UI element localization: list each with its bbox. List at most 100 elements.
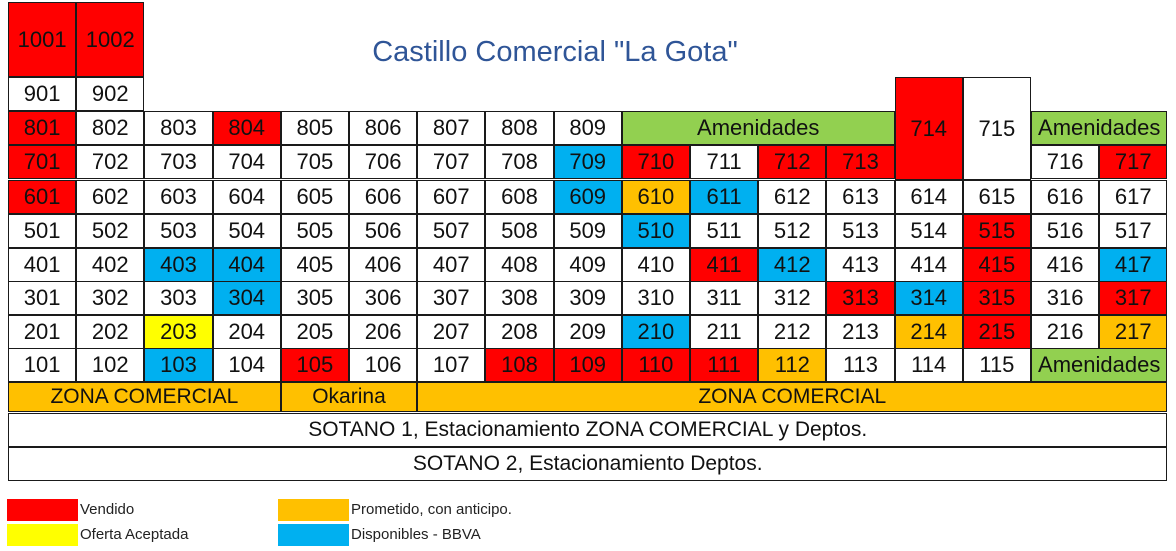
unit-cell-402: 402: [76, 248, 145, 282]
unit-cell-308: 308: [485, 281, 554, 315]
unit-cell-412: 412: [758, 248, 827, 282]
unit-cell-711: 711: [690, 145, 759, 179]
unit-cell-507: 507: [417, 214, 486, 248]
unit-cell-314: 314: [894, 281, 963, 315]
unit-cell-114: 114: [894, 348, 963, 382]
unit-cell-901: 901: [8, 77, 77, 111]
unit-cell-106: 106: [349, 348, 418, 382]
unit-cell-215: 215: [962, 315, 1031, 349]
unit-cell-502: 502: [76, 214, 145, 248]
unit-cell-807: 807: [417, 111, 486, 145]
unit-cell-216: 216: [1031, 315, 1100, 349]
unit-cell-307: 307: [417, 281, 486, 315]
unit-cell-511: 511: [690, 214, 759, 248]
basement-band-2: SOTANO 2, Estacionamiento Deptos.: [8, 447, 1168, 481]
unit-cell-605: 605: [280, 180, 349, 214]
unit-cell-805: 805: [280, 111, 349, 145]
chart-title: Castillo Comercial "La Gota": [372, 36, 738, 68]
unit-cell-503: 503: [144, 214, 213, 248]
unit-cell-214: 214: [894, 315, 963, 349]
unit-cell-616: 616: [1031, 180, 1100, 214]
amenities-cell: Amenidades: [1031, 348, 1168, 382]
legend-label-promised: Prometido, con anticipo.: [351, 501, 512, 518]
unit-cell-104: 104: [212, 348, 281, 382]
unit-cell-303: 303: [144, 281, 213, 315]
unit-cell-311: 311: [690, 281, 759, 315]
unit-cell-512: 512: [758, 214, 827, 248]
unit-cell-703: 703: [144, 145, 213, 179]
unit-cell-316: 316: [1031, 281, 1100, 315]
legend-swatch-promised: [278, 499, 349, 521]
unit-cell-614: 614: [894, 180, 963, 214]
unit-cell-213: 213: [826, 315, 895, 349]
unit-cell-712: 712: [758, 145, 827, 179]
unit-cell-801: 801: [8, 111, 77, 145]
unit-cell-516: 516: [1031, 214, 1100, 248]
unit-cell-803: 803: [144, 111, 213, 145]
unit-cell-608: 608: [485, 180, 554, 214]
unit-cell-410: 410: [621, 248, 690, 282]
unit-cell-111: 111: [690, 348, 759, 382]
unit-cell-804: 804: [212, 111, 281, 145]
unit-cell-109: 109: [553, 348, 622, 382]
unit-cell-113: 113: [826, 348, 895, 382]
unit-cell-501: 501: [8, 214, 77, 248]
unit-cell-701: 701: [8, 145, 77, 179]
unit-cell-604: 604: [212, 180, 281, 214]
unit-cell-415: 415: [962, 248, 1031, 282]
unit-cell-312: 312: [758, 281, 827, 315]
zone-band-1: Okarina: [280, 382, 418, 412]
legend-label-sold: Vendido: [80, 501, 135, 518]
unit-cell-612: 612: [758, 180, 827, 214]
unit-cell-403: 403: [144, 248, 213, 282]
unit-cell-716: 716: [1031, 145, 1100, 179]
unit-cell-110: 110: [621, 348, 690, 382]
unit-cell-709: 709: [553, 145, 622, 179]
unit-cell-806: 806: [349, 111, 418, 145]
unit-cell-209: 209: [553, 315, 622, 349]
unit-cell-201: 201: [8, 315, 77, 349]
unit-cell-103: 103: [144, 348, 213, 382]
unit-cell-515: 515: [962, 214, 1031, 248]
unit-cell-603: 603: [144, 180, 213, 214]
unit-cell-504: 504: [212, 214, 281, 248]
unit-cell-310: 310: [621, 281, 690, 315]
unit-cell-902: 902: [76, 77, 145, 111]
zone-band-0: ZONA COMERCIAL: [8, 382, 281, 412]
unit-cell-606: 606: [349, 180, 418, 214]
unit-cell-217: 217: [1099, 315, 1168, 349]
unit-cell-317: 317: [1099, 281, 1168, 315]
unit-cell-715: 715: [962, 77, 1031, 180]
amenities-cell: Amenidades: [1031, 111, 1168, 145]
unit-cell-305: 305: [280, 281, 349, 315]
unit-cell-409: 409: [553, 248, 622, 282]
unit-cell-208: 208: [485, 315, 554, 349]
unit-cell-615: 615: [962, 180, 1031, 214]
unit-cell-107: 107: [417, 348, 486, 382]
unit-cell-702: 702: [76, 145, 145, 179]
unit-cell-205: 205: [280, 315, 349, 349]
unit-cell-602: 602: [76, 180, 145, 214]
unit-cell-309: 309: [553, 281, 622, 315]
unit-cell-617: 617: [1099, 180, 1168, 214]
unit-cell-610: 610: [621, 180, 690, 214]
legend-swatch-sold: [7, 499, 78, 521]
unit-cell-206: 206: [349, 315, 418, 349]
legend-label-accepted: Oferta Aceptada: [80, 526, 189, 543]
legend-label-available_bbva: Disponibles - BBVA: [351, 526, 481, 543]
unit-cell-301: 301: [8, 281, 77, 315]
basement-band-1: SOTANO 1, Estacionamiento ZONA COMERCIAL…: [8, 413, 1168, 447]
unit-cell-611: 611: [690, 180, 759, 214]
unit-cell-411: 411: [690, 248, 759, 282]
unit-cell-808: 808: [485, 111, 554, 145]
unit-cell-212: 212: [758, 315, 827, 349]
unit-cell-713: 713: [826, 145, 895, 179]
unit-cell-510: 510: [621, 214, 690, 248]
unit-cell-1001: 1001: [8, 2, 77, 77]
unit-cell-505: 505: [280, 214, 349, 248]
unit-cell-112: 112: [758, 348, 827, 382]
unit-cell-315: 315: [962, 281, 1031, 315]
unit-cell-202: 202: [76, 315, 145, 349]
unit-cell-609: 609: [553, 180, 622, 214]
unit-cell-406: 406: [349, 248, 418, 282]
